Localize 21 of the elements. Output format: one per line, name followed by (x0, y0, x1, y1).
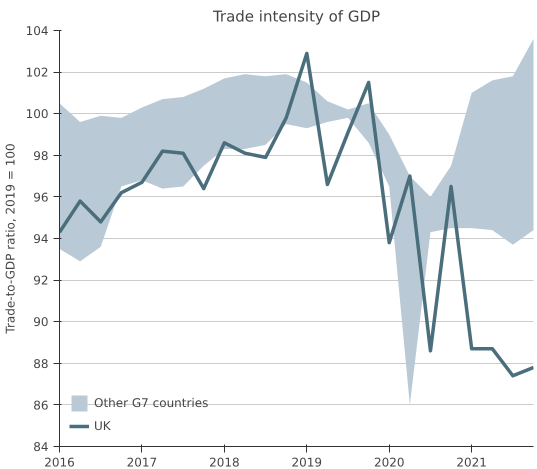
x-tick-label: 2019 (292, 456, 322, 469)
y-tick-label: 86 (33, 398, 49, 412)
y-tick-label: 98 (33, 148, 49, 163)
x-tick-label: 2016 (44, 456, 75, 469)
chart-title: Trade intensity of GDP (212, 8, 380, 26)
y-axis-title: Trade-to-GDP ratio, 2019 = 100 (4, 143, 18, 335)
y-tick-label: 84 (33, 440, 49, 454)
y-tick-label: 96 (33, 190, 49, 204)
y-tick-label: 90 (33, 315, 49, 330)
y-tick-label: 94 (33, 232, 49, 246)
y-tick-label: 100 (26, 107, 48, 122)
legend-label: UK (94, 419, 112, 433)
x-tick-label: 2017 (126, 456, 158, 469)
legend-label: Other G7 countries (94, 396, 208, 410)
x-tick-label: 2020 (374, 456, 405, 469)
y-tick-label: 102 (26, 66, 48, 80)
y-tick-label: 92 (33, 274, 49, 288)
y-tick-label: 88 (33, 356, 49, 371)
x-tick-label: 2018 (209, 456, 240, 469)
x-tick-label: 2021 (456, 456, 487, 469)
y-tick-label: 104 (26, 24, 48, 38)
